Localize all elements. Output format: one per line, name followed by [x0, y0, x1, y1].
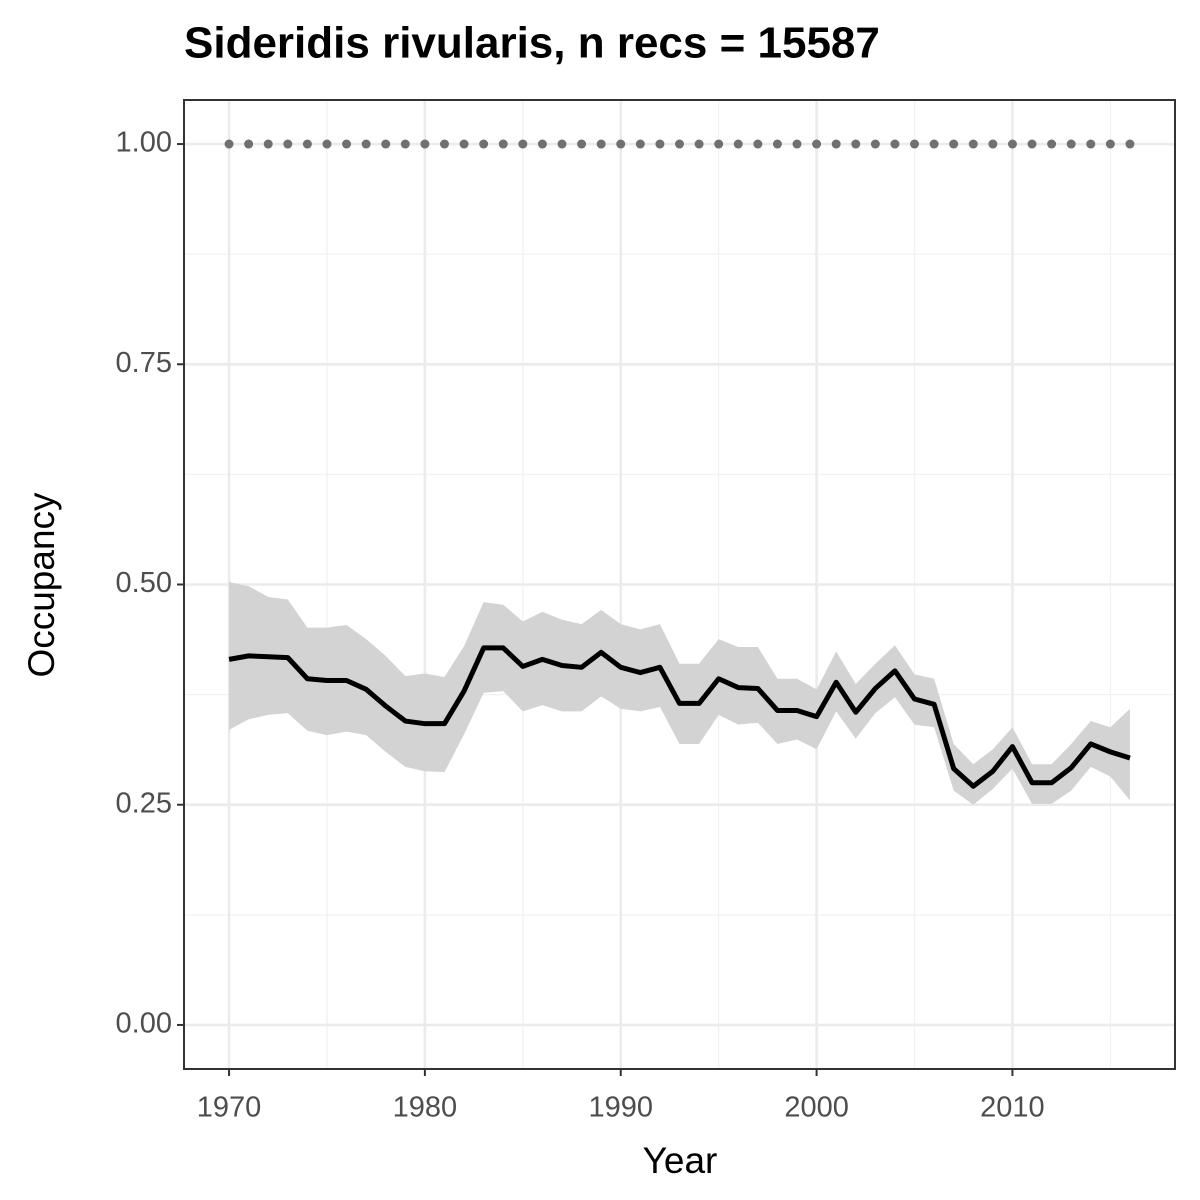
point	[1086, 139, 1096, 149]
point	[361, 139, 371, 149]
point	[988, 139, 998, 149]
point	[635, 139, 645, 149]
point	[537, 139, 547, 149]
point	[890, 139, 900, 149]
point	[557, 139, 567, 149]
point	[1066, 139, 1076, 149]
x-tick-label: 2010	[980, 1092, 1045, 1124]
point	[733, 139, 743, 149]
x-tick-label: 2000	[784, 1092, 849, 1124]
y-axis-title: Occupancy	[21, 492, 62, 678]
point	[1027, 139, 1037, 149]
point	[420, 139, 430, 149]
x-tick-label: 1990	[588, 1092, 653, 1124]
x-tick-label: 1980	[393, 1092, 458, 1124]
point	[577, 139, 587, 149]
point	[283, 139, 293, 149]
point	[596, 139, 606, 149]
chart-title: Sideridis rivularis, n recs = 15587	[184, 19, 880, 68]
point	[302, 139, 312, 149]
y-tick-label: 0.75	[116, 347, 172, 379]
point	[224, 139, 234, 149]
point	[342, 139, 352, 149]
point	[929, 139, 939, 149]
point	[910, 139, 920, 149]
point	[772, 139, 782, 149]
confidence-band	[229, 581, 1130, 805]
point	[322, 139, 332, 149]
point	[616, 139, 626, 149]
point	[949, 139, 959, 149]
point	[1007, 139, 1017, 149]
point	[831, 139, 841, 149]
point	[655, 139, 665, 149]
point	[851, 139, 861, 149]
y-tick-label: 0.25	[116, 787, 172, 819]
point	[498, 139, 508, 149]
point	[459, 139, 469, 149]
point	[479, 139, 489, 149]
point	[1105, 139, 1115, 149]
point	[263, 139, 273, 149]
point	[792, 139, 802, 149]
y-tick-label: 0.00	[116, 1008, 172, 1040]
point	[675, 139, 684, 149]
point	[381, 139, 391, 149]
point	[714, 139, 724, 149]
point	[694, 139, 704, 149]
point	[1047, 139, 1057, 149]
point	[753, 139, 763, 149]
point	[968, 139, 978, 149]
point	[400, 139, 410, 149]
point	[1125, 139, 1135, 149]
point	[518, 139, 528, 149]
y-tick-label: 1.00	[116, 127, 172, 159]
y-tick-label: 0.50	[116, 567, 172, 599]
point	[439, 139, 449, 149]
point	[870, 139, 880, 149]
line	[228, 645, 1131, 789]
x-tick-label: 1970	[197, 1092, 262, 1124]
x-axis-title: Year	[643, 1140, 718, 1181]
panel-border	[183, 99, 1176, 1070]
point	[244, 139, 254, 149]
point	[812, 139, 822, 149]
